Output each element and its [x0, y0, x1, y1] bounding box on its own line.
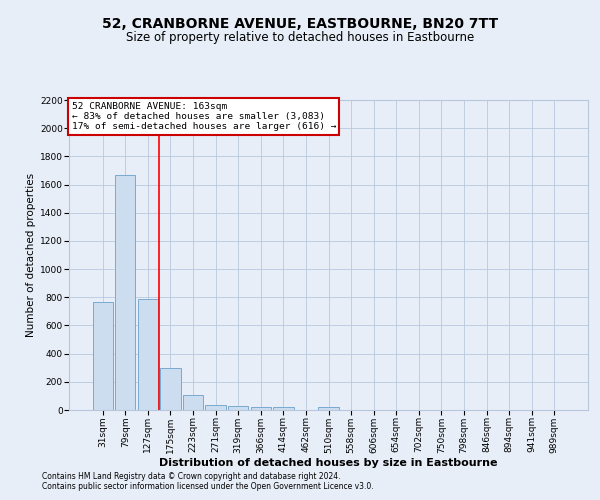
X-axis label: Distribution of detached houses by size in Eastbourne: Distribution of detached houses by size … — [159, 458, 498, 468]
Bar — [273, 408, 293, 410]
Bar — [160, 368, 181, 410]
Text: Size of property relative to detached houses in Eastbourne: Size of property relative to detached ho… — [126, 31, 474, 44]
Bar — [319, 408, 338, 410]
Text: Contains HM Land Registry data © Crown copyright and database right 2024.: Contains HM Land Registry data © Crown c… — [42, 472, 341, 481]
Bar — [183, 394, 203, 410]
Bar — [205, 404, 226, 410]
Bar — [138, 298, 158, 410]
Bar — [251, 407, 271, 410]
Bar — [115, 174, 136, 410]
Text: 52, CRANBORNE AVENUE, EASTBOURNE, BN20 7TT: 52, CRANBORNE AVENUE, EASTBOURNE, BN20 7… — [102, 18, 498, 32]
Bar — [92, 302, 113, 410]
Text: 52 CRANBORNE AVENUE: 163sqm
← 83% of detached houses are smaller (3,083)
17% of : 52 CRANBORNE AVENUE: 163sqm ← 83% of det… — [71, 102, 336, 132]
Y-axis label: Number of detached properties: Number of detached properties — [26, 173, 35, 337]
Bar — [228, 406, 248, 410]
Text: Contains public sector information licensed under the Open Government Licence v3: Contains public sector information licen… — [42, 482, 374, 491]
